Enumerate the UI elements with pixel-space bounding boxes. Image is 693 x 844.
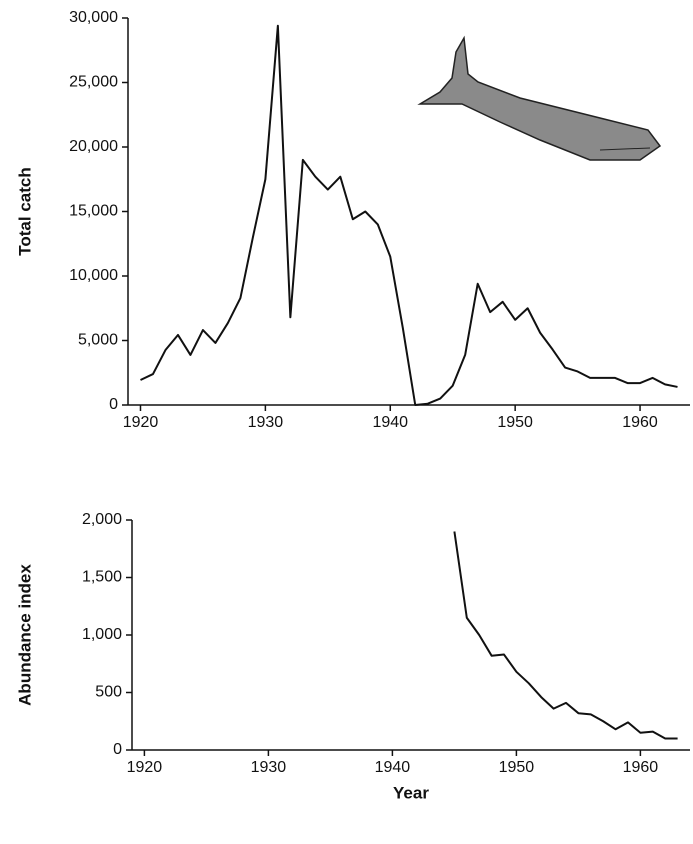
y-tick-label: 30,000 bbox=[69, 9, 118, 26]
x-tick-label: 1960 bbox=[623, 759, 659, 776]
x-tick-label: 1940 bbox=[375, 759, 411, 776]
y-tick-label: 2,000 bbox=[82, 511, 122, 528]
y-tick-label: 0 bbox=[109, 396, 118, 413]
x-tick-label: 1930 bbox=[251, 759, 287, 776]
y-tick-label: 5,000 bbox=[78, 332, 118, 349]
x-axis-label: Year bbox=[393, 783, 429, 802]
data-line bbox=[140, 26, 677, 405]
y-axis-label: Total catch bbox=[15, 167, 34, 255]
page: 0 5,000 10,000 15,000 20,000 25,000 30,000 1920… bbox=[0, 0, 693, 844]
y-tick-label: 1,500 bbox=[82, 569, 122, 586]
x-tick-label: 1920 bbox=[127, 759, 163, 776]
x-tick-label: 1940 bbox=[372, 414, 408, 431]
data-line bbox=[454, 532, 677, 739]
y-axis-label: Abundance index bbox=[15, 564, 34, 706]
chart: 0 5,000 10,000 15,000 20,000 25,000 30,000 1920… bbox=[0, 0, 693, 844]
y-tick-label: 25,000 bbox=[69, 74, 118, 91]
whale-illustration bbox=[420, 38, 660, 160]
x-tick-label: 1950 bbox=[497, 414, 533, 431]
y-tick-label: 15,000 bbox=[69, 203, 118, 220]
x-tick-label: 1930 bbox=[248, 414, 284, 431]
x-tick-label: 1950 bbox=[499, 759, 535, 776]
x-tick-label: 1960 bbox=[622, 414, 658, 431]
y-tick-label: 500 bbox=[95, 684, 122, 701]
y-tick-label: 1,000 bbox=[82, 626, 122, 643]
y-tick-label: 10,000 bbox=[69, 267, 118, 284]
x-tick-label: 1920 bbox=[123, 414, 159, 431]
y-tick-label: 20,000 bbox=[69, 138, 118, 155]
y-tick-label: 0 bbox=[113, 741, 122, 758]
